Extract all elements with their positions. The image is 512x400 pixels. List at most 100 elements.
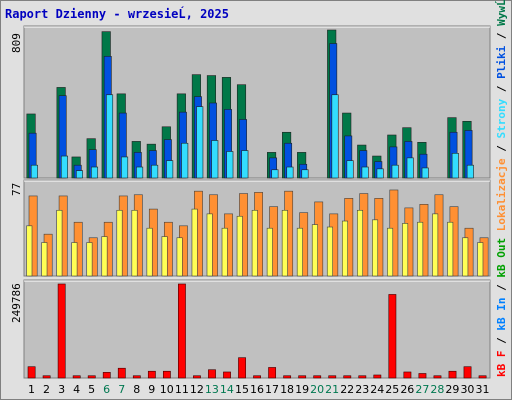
day-label-28: 28 [430, 383, 444, 396]
bar-middle-2-day-23 [357, 209, 364, 277]
bar-top-3-day-15 [241, 150, 249, 179]
day-label-4: 4 [73, 383, 80, 396]
bar-middle-2-day-8 [131, 209, 138, 277]
bar-bottom-1-day-1 [27, 366, 36, 379]
day-label-1: 1 [28, 383, 35, 396]
bar-middle-2-day-28 [432, 213, 439, 277]
day-label-7: 7 [118, 383, 125, 396]
bar-top-3-day-21 [331, 94, 339, 179]
bar-bottom-1-day-30 [463, 366, 472, 379]
day-label-21: 21 [325, 383, 339, 396]
bar-bottom-1-day-24 [373, 374, 382, 379]
day-label-3: 3 [58, 383, 65, 396]
bar-top-3-day-19 [301, 169, 309, 179]
bar-bottom-1-day-23 [358, 375, 367, 379]
bar-middle-2-day-13 [206, 213, 213, 277]
day-label-5: 5 [88, 383, 95, 396]
bar-middle-2-day-5 [86, 242, 93, 277]
bar-middle-2-day-11 [176, 237, 183, 277]
day-label-9: 9 [148, 383, 155, 396]
bar-bottom-1-day-8 [132, 375, 141, 379]
day-label-25: 25 [385, 383, 399, 396]
bar-middle-2-day-9 [146, 227, 153, 277]
day-label-30: 30 [460, 383, 474, 396]
bar-middle-2-day-18 [281, 209, 288, 277]
bar-bottom-1-day-7 [117, 367, 126, 379]
page-title: Raport Dzienny - wrzesieĹ‚ 2025 [5, 7, 229, 21]
bar-top-3-day-14 [226, 151, 234, 179]
bar-bottom-1-day-3 [57, 283, 66, 379]
bar-middle-2-day-22 [341, 220, 348, 277]
day-label-19: 19 [295, 383, 309, 396]
bar-bottom-1-day-19 [298, 375, 307, 379]
bar-middle-2-day-30 [462, 237, 469, 277]
bar-top-3-day-6 [106, 94, 114, 179]
bar-top-3-day-9 [151, 164, 159, 179]
day-label-18: 18 [280, 383, 294, 396]
day-label-14: 14 [220, 383, 234, 396]
day-label-26: 26 [400, 383, 414, 396]
day-label-8: 8 [133, 383, 140, 396]
bar-bottom-1-day-25 [388, 294, 397, 379]
bar-top-3-day-7 [121, 156, 129, 179]
bar-middle-2-day-12 [191, 208, 198, 277]
bar-middle-2-day-21 [326, 226, 333, 277]
day-label-16: 16 [250, 383, 264, 396]
bar-top-3-day-5 [91, 166, 99, 179]
bar-middle-2-day-7 [116, 209, 123, 277]
day-label-11: 11 [175, 383, 189, 396]
bar-top-3-day-23 [361, 166, 369, 179]
bar-bottom-1-day-27 [418, 373, 427, 379]
bar-top-3-day-4 [75, 170, 83, 179]
bar-middle-2-day-27 [417, 221, 424, 277]
day-label-23: 23 [355, 383, 369, 396]
bar-middle-2-day-17 [266, 227, 273, 277]
bar-top-3-day-1 [30, 164, 38, 179]
bar-top-3-day-18 [286, 166, 294, 179]
bar-middle-2-day-2 [41, 242, 48, 277]
bar-top-3-day-22 [346, 160, 354, 179]
bar-middle-2-day-6 [101, 236, 108, 277]
bar-middle-2-day-4 [71, 242, 78, 277]
bar-middle-2-day-31 [477, 242, 484, 277]
bar-top-3-day-26 [406, 157, 414, 179]
bar-middle-2-day-26 [402, 223, 409, 277]
day-label-31: 31 [475, 383, 489, 396]
bar-top-3-day-27 [421, 167, 429, 179]
bar-top-3-day-8 [136, 166, 144, 179]
bar-middle-2-day-1 [26, 225, 33, 277]
bar-top-3-day-3 [60, 155, 68, 179]
day-label-29: 29 [445, 383, 459, 396]
bar-top-3-day-17 [271, 169, 279, 179]
bar-bottom-1-day-12 [193, 375, 201, 379]
day-label-2: 2 [43, 383, 50, 396]
bar-middle-2-day-16 [251, 209, 258, 277]
bar-bottom-1-day-18 [283, 375, 292, 379]
bar-bottom-1-day-21 [328, 375, 337, 379]
bar-bottom-1-day-31 [478, 375, 487, 379]
bar-bottom-1-day-29 [448, 370, 457, 379]
bar-bottom-1-day-2 [42, 375, 51, 379]
bar-top-3-day-12 [196, 106, 204, 179]
bar-bottom-1-day-11 [178, 283, 186, 379]
day-label-12: 12 [190, 383, 204, 396]
bar-bottom-1-day-6 [102, 372, 111, 379]
day-label-24: 24 [370, 383, 384, 396]
bar-bottom-1-day-16 [253, 375, 261, 379]
day-label-10: 10 [160, 383, 174, 396]
bar-top-3-day-10 [166, 160, 174, 179]
day-label-6: 6 [103, 383, 110, 396]
bar-middle-2-day-15 [236, 215, 243, 277]
bar-middle-2-day-10 [161, 236, 168, 277]
bar-bottom-1-day-14 [223, 371, 231, 379]
bar-bottom-1-day-28 [433, 375, 442, 379]
day-label-20: 20 [310, 383, 324, 396]
bar-bottom-1-day-17 [268, 367, 277, 379]
plot-panel-3 [23, 279, 491, 379]
bar-bottom-1-day-20 [313, 375, 322, 379]
bar-bottom-1-day-22 [343, 375, 352, 379]
bar-bottom-1-day-13 [208, 369, 216, 379]
bar-middle-2-day-29 [447, 221, 454, 277]
bar-top-3-day-11 [181, 142, 189, 179]
